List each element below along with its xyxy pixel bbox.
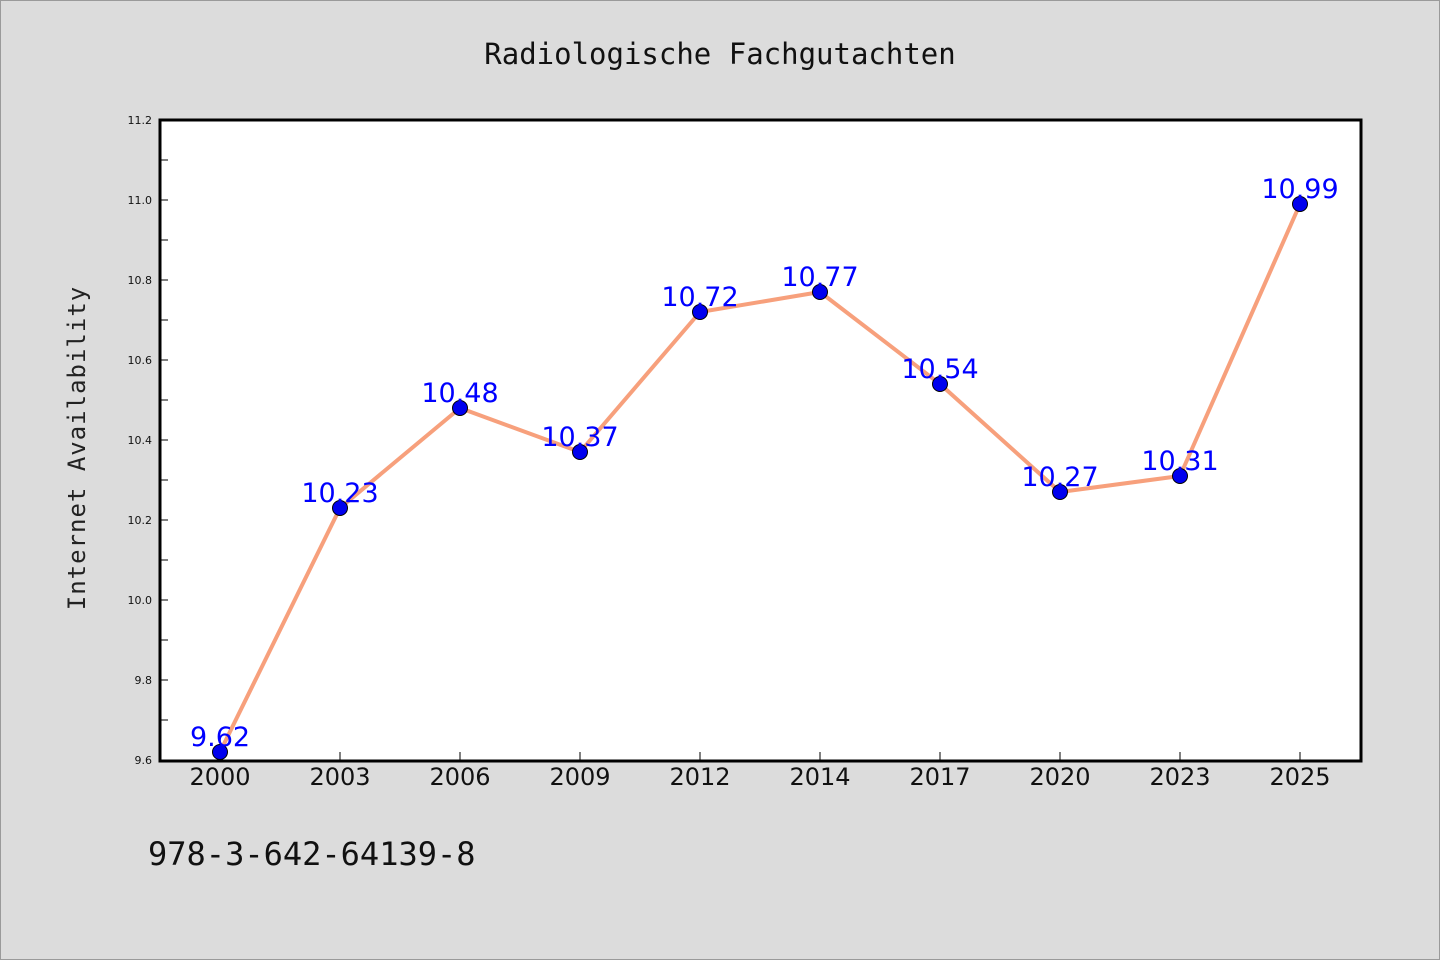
data-label: 10.23: [301, 478, 378, 509]
y-tick-label: 10.2: [128, 514, 153, 527]
data-label: 10.48: [421, 378, 498, 409]
x-axis: 2000 2003 2006 2009 2012 2014 2017 2020 2023 2025: [189, 752, 1331, 791]
plot-area: [158, 118, 1363, 763]
data-point-marker: [1292, 196, 1308, 212]
y-tick-label: 11.2: [128, 114, 153, 127]
x-tick-label: 2003: [309, 763, 370, 791]
data-label: 10.27: [1021, 462, 1098, 493]
data-point-marker: [812, 284, 828, 300]
data-point-marker: [1052, 484, 1068, 500]
y-tick-label: 10.6: [128, 354, 153, 367]
x-tick-label: 2025: [1269, 763, 1330, 791]
y-tick-label: 9.6: [135, 754, 153, 767]
data-labels: 9.62 10.23 10.48 10.37 10.72 10.77 10.54 10.27 1…: [190, 174, 1339, 753]
y-tick-label: 11.0: [128, 194, 153, 207]
series-layer: [212, 196, 1308, 760]
data-label: 10.54: [901, 354, 978, 385]
data-point-marker: [932, 376, 948, 392]
y-tick-label: 10.0: [128, 594, 153, 607]
x-tick-label: 2012: [669, 763, 730, 791]
data-point-marker: [572, 444, 588, 460]
data-label: 10.72: [661, 282, 738, 313]
x-tick-label: 2023: [1149, 763, 1210, 791]
y-tick-label: 9.8: [135, 674, 153, 687]
data-label: 10.37: [541, 422, 618, 453]
data-label: 10.31: [1141, 446, 1218, 477]
data-point-marker: [212, 744, 228, 760]
data-point-marker: [452, 400, 468, 416]
data-label: 10.77: [781, 262, 858, 293]
series-line: [218, 203, 1302, 753]
data-label: 9.62: [190, 722, 250, 753]
data-label: 10.99: [1261, 174, 1338, 205]
data-point-marker: [692, 304, 708, 320]
data-point-marker: [332, 500, 348, 516]
y-tick-label: 10.8: [128, 274, 153, 287]
x-tick-label: 2020: [1029, 763, 1090, 791]
chart-title: Radiologische Fachgutachten: [484, 37, 955, 71]
y-tick-label: 10.4: [128, 434, 153, 447]
data-point-marker: [1172, 468, 1188, 484]
y-axis: 9.6 9.8 10.0 10.2 10.4 10.6 10.8 11.0 11.2: [128, 114, 168, 767]
x-tick-label: 2006: [429, 763, 490, 791]
x-tick-label: 2000: [189, 763, 250, 791]
x-tick-label: 2009: [549, 763, 610, 791]
x-tick-label: 2017: [909, 763, 970, 791]
y-axis-label: Internet Availability: [63, 286, 91, 610]
x-tick-label: 2014: [789, 763, 850, 791]
isbn-annotation: 978-3-642-64139-8: [148, 835, 476, 873]
